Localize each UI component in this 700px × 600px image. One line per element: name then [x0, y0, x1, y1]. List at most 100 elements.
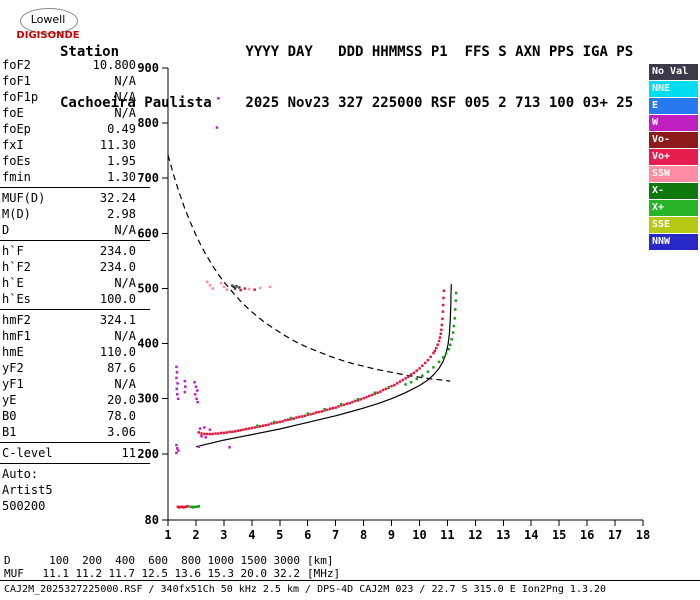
plot-axes: [167, 68, 643, 521]
param-value: 11: [121, 446, 136, 460]
param-row: B0 78.0: [0, 408, 150, 424]
distance-row-value: 600: [148, 554, 168, 567]
param-label: foEp: [2, 122, 31, 136]
echo-point: [407, 375, 410, 378]
param-row: D N/A: [0, 222, 150, 238]
param-value: N/A: [114, 90, 136, 104]
echo-point: [197, 445, 200, 448]
distance-row-value: 400: [115, 554, 135, 567]
echo-point: [198, 427, 202, 430]
distance-row-value: 100: [49, 554, 69, 567]
echo-point: [225, 288, 228, 291]
echo-point: [182, 506, 185, 509]
echo-point: [205, 280, 209, 284]
echo-point: [256, 424, 259, 427]
echo-point: [309, 413, 312, 416]
echo-point: [286, 418, 290, 421]
echo-point: [232, 285, 235, 289]
param-group: h`F 234.0 h`F2 234.0 h`E N/A h`Es 100.0: [0, 243, 150, 310]
echo-point: [426, 358, 430, 362]
echo-point: [214, 432, 217, 435]
param-value: N/A: [114, 106, 136, 120]
echo-point: [197, 431, 200, 434]
echo-point: [243, 287, 247, 290]
param-value: 78.0: [107, 409, 136, 423]
muf-row-value: 13.6: [174, 567, 202, 580]
echo-point: [259, 286, 262, 290]
x-tick-label: 16: [580, 528, 594, 542]
echo-point: [247, 427, 251, 430]
param-value: N/A: [114, 223, 136, 237]
x-tick-label: 2: [192, 528, 199, 542]
echo-point: [398, 380, 402, 383]
echo-point: [433, 349, 437, 353]
x-tick-label: 6: [304, 528, 311, 542]
echo-point: [176, 393, 179, 396]
param-row: C-level 11: [0, 445, 150, 461]
y-axis: 900 800 700 600 500 400 300 200 80: [137, 61, 168, 527]
echo-point: [441, 310, 445, 313]
echo-point: [217, 97, 220, 100]
echo-point: [259, 425, 262, 428]
muf-row: MUF 11.1 11.2 11.7 12.5 13.6 15.3 20.0 32.2 [MHz]: [4, 567, 340, 580]
echo-point: [193, 381, 196, 384]
param-group: C-level 11: [0, 445, 150, 464]
param-label: Auto:: [2, 467, 39, 481]
param-row: foEp 0.49: [0, 121, 150, 137]
echo-point: [228, 446, 231, 449]
echo-point: [270, 422, 273, 425]
muf-row-unit: [MHz]: [307, 567, 341, 580]
param-value: 87.6: [107, 361, 136, 375]
F-trace-X-mode-points: [256, 291, 458, 427]
echo-point: [242, 428, 245, 431]
echo-point: [320, 410, 323, 413]
logo-ellipse: [20, 8, 78, 34]
y-tick-label: 800: [137, 116, 159, 130]
echo-point: [454, 291, 458, 295]
spread-echoes-W-points: [175, 97, 231, 455]
x-tick-label: 13: [496, 528, 510, 542]
param-label: B0: [2, 409, 17, 423]
echo-point: [236, 429, 240, 432]
param-label: hmF1: [2, 329, 31, 343]
echo-point: [356, 398, 360, 401]
echo-point: [191, 506, 195, 509]
echo-point: [238, 286, 241, 289]
parameter-panel: foF2 10.800 foF1 N/A foF1p N/A foE N/A foEp 0.49 f…: [0, 57, 150, 518]
echo-point: [395, 382, 399, 385]
echo-point: [295, 416, 298, 419]
x-tick-label: 10: [412, 528, 426, 542]
echo-point: [176, 382, 179, 385]
echo-point: [328, 407, 332, 410]
echo-point: [247, 287, 251, 291]
echo-point: [194, 385, 198, 388]
echo-point: [180, 505, 184, 509]
param-row: hmE 110.0: [0, 344, 150, 360]
param-value: N/A: [114, 329, 136, 343]
echo-point: [444, 352, 448, 355]
muf-row-value: 11.1: [42, 567, 70, 580]
y-tick-label: 600: [137, 226, 159, 240]
echo-point: [432, 366, 435, 369]
param-label: h`F2: [2, 260, 31, 274]
echo-point: [452, 324, 456, 328]
param-label: fmin: [2, 170, 31, 184]
muf-row-value: 32.2: [273, 567, 301, 580]
echo-point: [289, 416, 293, 420]
spread-echoes-Vo-points: [239, 287, 256, 292]
echo-point: [219, 431, 223, 435]
echo-point: [337, 405, 340, 408]
param-label: Artist5: [2, 483, 53, 497]
echo-point: [450, 338, 453, 341]
echo-point: [233, 287, 237, 290]
echo-point: [393, 383, 396, 387]
x-tick-label: 3: [220, 528, 227, 542]
param-row: Artist5: [0, 482, 150, 498]
param-label: yE: [2, 393, 17, 407]
echo-point: [409, 373, 413, 376]
muf-row-value: 12.5: [141, 567, 169, 580]
echo-point: [264, 424, 268, 427]
echo-point: [306, 412, 309, 415]
echo-point: [208, 428, 212, 431]
param-row: foF1 N/A: [0, 73, 150, 89]
